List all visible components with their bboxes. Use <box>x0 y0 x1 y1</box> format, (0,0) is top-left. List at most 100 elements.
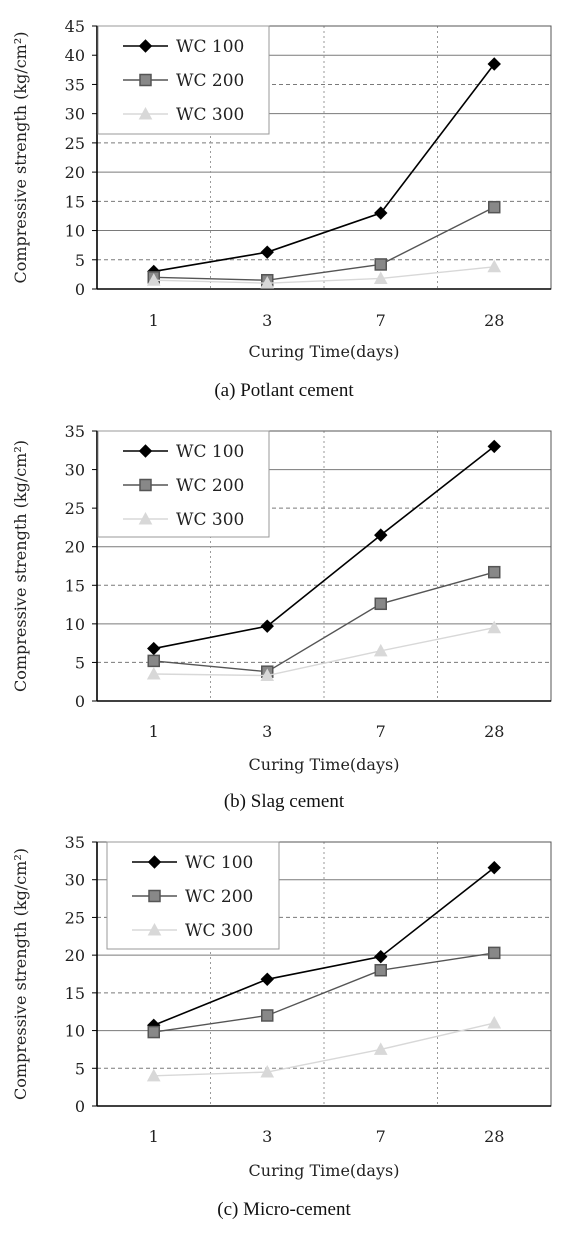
data-point <box>487 439 501 454</box>
data-point <box>260 972 274 986</box>
x-tick-label: 1 <box>149 1127 159 1146</box>
series-line <box>153 445 495 650</box>
y-tick-label: 40 <box>65 46 85 65</box>
y-tick-label: 25 <box>65 908 85 927</box>
chart-b: 0 5 10 15 20 25 30 35 1 3 7 28 Curing Time(days) Comp… <box>11 422 552 812</box>
data-point <box>487 259 502 273</box>
data-point <box>374 963 387 977</box>
legend-entry-label: WC 200 <box>185 887 253 907</box>
y-tick-label: 5 <box>75 251 85 270</box>
series-wc-100 <box>147 860 501 1032</box>
y-tick-label: 30 <box>65 871 85 890</box>
x-axis-title: Curing Time(days) <box>249 342 400 361</box>
y-tick-label: 5 <box>75 1059 85 1078</box>
series-line <box>153 206 495 281</box>
y-tick-label: 25 <box>65 499 85 518</box>
y-tick-label: 20 <box>65 163 85 182</box>
data-point <box>147 641 161 656</box>
data-point <box>487 620 502 634</box>
data-point <box>374 258 387 271</box>
series-wc-200 <box>147 946 501 1039</box>
data-point <box>146 1068 161 1082</box>
y-tick-label: 20 <box>65 538 85 557</box>
y-tick-label: 10 <box>65 615 85 634</box>
data-point <box>488 200 501 214</box>
y-tick-label: 35 <box>65 422 85 441</box>
data-point <box>260 245 274 259</box>
legend-entry-label: WC 100 <box>185 853 253 873</box>
y-tick-label: 15 <box>65 576 85 595</box>
y-tick-label: 20 <box>65 946 85 965</box>
legend-swatch-marker <box>139 478 152 492</box>
x-tick-label: 7 <box>376 1127 386 1146</box>
legend-swatch-marker <box>138 39 153 53</box>
series-line <box>153 266 495 284</box>
series-line <box>153 952 495 1033</box>
series-wc-300 <box>146 1015 502 1082</box>
y-tick-label: 0 <box>75 692 85 711</box>
data-point <box>261 1009 274 1022</box>
chart-caption: (c) Micro-cement <box>217 1199 351 1220</box>
legend-entry-label: WC 200 <box>176 476 244 496</box>
legend-swatch-marker <box>148 889 161 903</box>
data-point <box>147 654 160 668</box>
data-point <box>146 666 161 680</box>
y-tick-label: 30 <box>65 461 85 480</box>
y-axis-title: Compressive strength (kg/cm²) <box>11 848 30 1100</box>
data-point <box>487 860 501 875</box>
y-axis-title: Compressive strength (kg/cm²) <box>11 440 30 692</box>
data-point <box>147 1025 160 1039</box>
legend-entry-label: WC 200 <box>176 71 244 91</box>
data-point <box>488 565 501 579</box>
x-tick-label: 7 <box>376 311 386 330</box>
chart-caption: (a) Potlant cement <box>214 380 354 401</box>
legend-entry-label: WC 100 <box>176 442 244 462</box>
chart-a: 0 5 10 15 20 25 30 35 40 45 1 3 7 28 Curing Time(days)… <box>11 17 552 401</box>
data-point <box>374 206 388 220</box>
legend-entry-label: WC 300 <box>185 921 253 941</box>
x-tick-label: 3 <box>262 311 272 330</box>
legend-entry-label: WC 300 <box>176 510 244 530</box>
series-wc-200 <box>147 200 501 287</box>
legend-swatch-marker <box>138 444 153 458</box>
chart-caption: (b) Slag cement <box>224 791 345 812</box>
data-point <box>487 1015 502 1029</box>
legend-entry-label: WC 300 <box>176 105 244 125</box>
chart-c: 0 5 10 15 20 25 30 35 1 3 7 28 Curing Time(days) Comp… <box>11 833 552 1220</box>
legend: WC 100 WC 200 WC 300 <box>106 841 280 950</box>
chart-panel-c: 0 5 10 15 20 25 30 35 1 3 7 28 Curing Time(days) Comp… <box>0 822 571 1235</box>
legend-swatch-marker <box>138 511 153 525</box>
y-tick-label: 25 <box>65 134 85 153</box>
x-axis-title: Curing Time(days) <box>249 1161 400 1180</box>
series-line <box>153 571 495 673</box>
y-tick-label: 10 <box>65 222 85 241</box>
data-point <box>374 528 388 542</box>
data-point <box>373 271 388 284</box>
x-tick-label: 3 <box>262 722 272 741</box>
y-tick-label: 0 <box>75 280 85 299</box>
y-tick-label: 30 <box>65 105 85 124</box>
legend-swatch-marker <box>139 73 152 87</box>
x-tick-label: 28 <box>484 311 504 330</box>
x-tick-label: 3 <box>262 1127 272 1146</box>
y-tick-label: 0 <box>75 1097 85 1116</box>
series-wc-300 <box>146 259 502 289</box>
legend-swatch-marker <box>138 106 153 120</box>
legend-swatch-marker <box>147 855 162 869</box>
series-line <box>153 627 495 677</box>
x-tick-label: 7 <box>376 722 386 741</box>
series-line <box>153 1022 495 1077</box>
chart-panel-a: 0 5 10 15 20 25 30 35 40 45 1 3 7 28 Curing Time(days)… <box>0 0 571 412</box>
data-point <box>146 273 161 286</box>
data-point <box>373 1042 388 1055</box>
y-tick-label: 15 <box>65 192 85 211</box>
x-tick-label: 28 <box>484 722 504 741</box>
series-line <box>153 867 495 1027</box>
y-tick-label: 45 <box>65 17 85 36</box>
series-line <box>153 63 495 273</box>
series-wc-100 <box>147 439 501 656</box>
data-point <box>260 276 275 289</box>
data-point <box>260 1065 275 1078</box>
y-tick-label: 15 <box>65 984 85 1003</box>
data-point <box>374 597 387 611</box>
